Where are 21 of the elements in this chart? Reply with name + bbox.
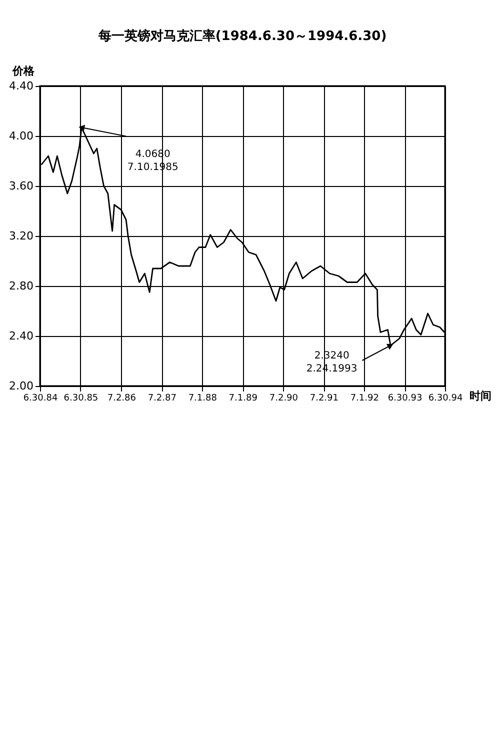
chart-title: 每一英镑对马克汇率(1984.6.30～1994.6.30) <box>97 28 387 44</box>
y-tick-label: 4.40 <box>9 80 34 92</box>
y-tick-label: 4.00 <box>9 130 34 142</box>
y-tick-label: 2.40 <box>9 330 34 342</box>
x-tick-label: 7.1.89 <box>228 394 258 404</box>
x-tick-label: 7.1.92 <box>350 394 379 404</box>
x-tick-label: 7.1.88 <box>188 394 218 404</box>
x-tick-label: 7.2.86 <box>107 394 136 404</box>
y-axis-title: 价格 <box>12 64 36 78</box>
y-tick-label: 3.60 <box>9 180 34 192</box>
x-tick-label: 6.30.85 <box>64 394 98 404</box>
x-tick-label: 7.2.87 <box>148 394 176 404</box>
y-tick-label: 2.00 <box>9 380 34 392</box>
y-tick-label: 3.20 <box>9 230 34 242</box>
x-tick-label: 7.2.90 <box>269 394 298 404</box>
y-tick-label: 2.80 <box>9 280 34 292</box>
x-tick-label: 6.30.93 <box>388 394 422 404</box>
x-tick-label: 6.30.94 <box>428 394 463 404</box>
x-tick-label: 7.2.91 <box>310 394 338 404</box>
x-axis-title: 时间 <box>470 390 492 402</box>
x-tick-label: 6.30.84 <box>23 394 58 404</box>
